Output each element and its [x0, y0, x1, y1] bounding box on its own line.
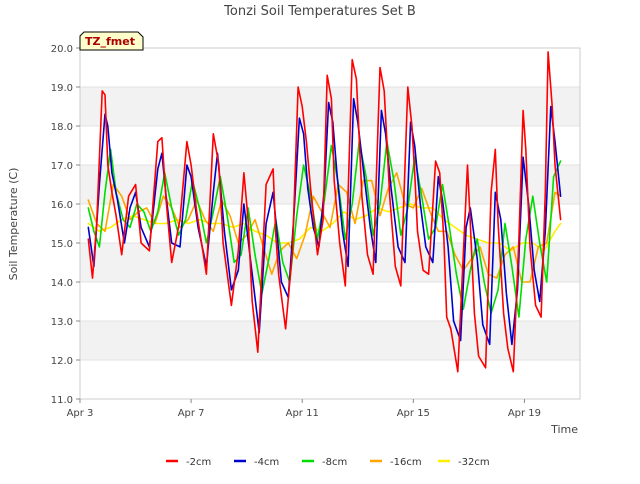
legend-label: -4cm	[254, 457, 279, 468]
legend-label: -16cm	[390, 457, 422, 468]
legend-item: -8cm	[302, 457, 347, 468]
chart-title: Tonzi Soil Temperatures Set B	[223, 4, 416, 19]
annotation-badge-shape	[79, 31, 144, 51]
legend-item: -2cm	[166, 457, 211, 468]
plot-frame	[79, 47, 581, 400]
legend-label: -8cm	[322, 457, 347, 468]
x-tick-label: Apr 7	[178, 408, 205, 419]
series-line	[87, 51, 562, 373]
y-tick-label: 15.0	[51, 239, 73, 250]
legend-item: -16cm	[370, 457, 422, 468]
y-axis-label: Soil Temperature (C)	[7, 168, 20, 281]
annotation-label: TZ_fmet	[85, 35, 135, 48]
y-axis-ticks: 11.0 12.0 13.0 14.0 15.0 16.0 17.0 18.0 19.0 20.0	[51, 44, 80, 406]
x-tick-label: Apr 15	[397, 408, 430, 419]
legend: -2cm -4cm -8cm -16cm -32cm	[166, 457, 490, 468]
x-axis-ticks: Apr 3 Apr 7 Apr 11 Apr 15 Apr 19	[67, 399, 541, 419]
y-tick-label: 18.0	[51, 122, 73, 133]
y-tick-label: 14.0	[51, 278, 73, 289]
grid-band	[80, 243, 580, 282]
y-tick-label: 16.0	[51, 200, 73, 211]
y-tick-label: 19.0	[51, 83, 73, 94]
legend-label: -2cm	[186, 457, 211, 468]
y-tick-label: 17.0	[51, 161, 73, 172]
y-tick-label: 20.0	[51, 44, 73, 55]
y-tick-label: 11.0	[51, 395, 73, 406]
legend-item: -32cm	[438, 457, 490, 468]
legend-item: -4cm	[234, 457, 279, 468]
x-tick-label: Apr 19	[508, 408, 541, 419]
x-axis-label: Time	[550, 423, 578, 436]
y-tick-label: 13.0	[51, 317, 73, 328]
x-tick-label: Apr 3	[67, 408, 94, 419]
series-layer	[87, 51, 562, 373]
annotation-badge: TZ_fmet	[79, 31, 144, 51]
x-tick-label: Apr 11	[286, 408, 319, 419]
y-tick-label: 12.0	[51, 356, 73, 367]
grid-band	[80, 321, 580, 360]
legend-label: -32cm	[458, 457, 490, 468]
